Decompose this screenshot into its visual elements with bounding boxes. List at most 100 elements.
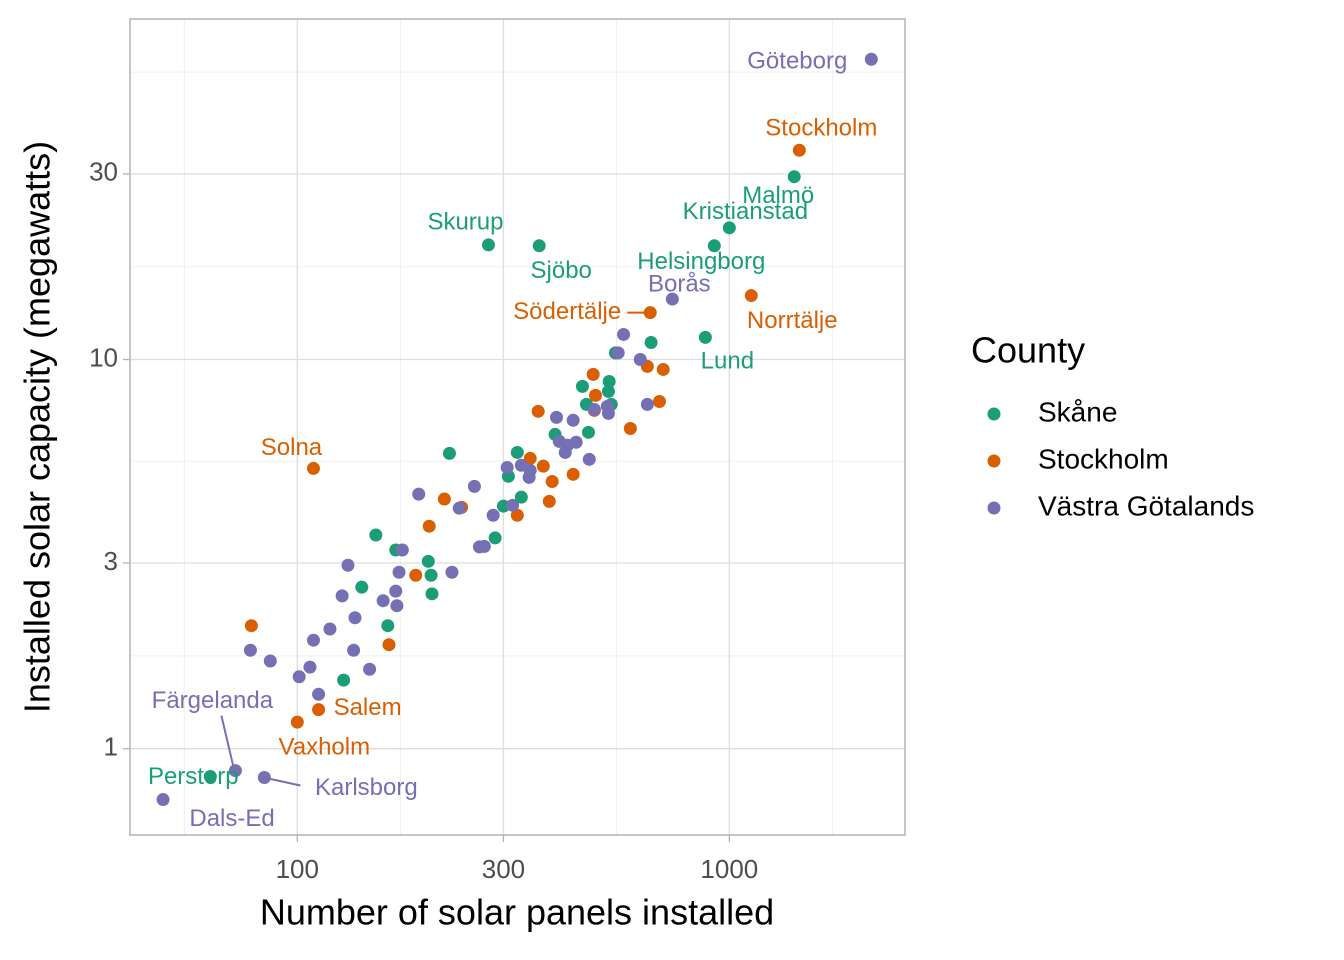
point (581, 425, 595, 439)
point (369, 528, 383, 542)
point (549, 410, 563, 424)
point-label: Göteborg (747, 48, 847, 75)
point-label: Dals-Ed (189, 805, 274, 832)
point (506, 498, 520, 512)
y-tick-label: 1 (104, 732, 118, 762)
point (623, 421, 637, 435)
point-label: Södertälje (513, 298, 621, 325)
point (531, 404, 545, 418)
point (792, 143, 806, 157)
point-label: Skurup (427, 208, 503, 235)
point (290, 715, 304, 729)
point (292, 670, 306, 684)
y-tick-label: 30 (89, 157, 118, 187)
point (312, 687, 326, 701)
point (306, 633, 320, 647)
point (424, 568, 438, 582)
panel-background (130, 19, 905, 835)
point (586, 367, 600, 381)
point (566, 467, 580, 481)
point-label: Malmö (742, 182, 814, 209)
point (864, 52, 878, 66)
point-label: Perstorp (148, 763, 239, 790)
point (452, 501, 466, 515)
y-tick-label: 10 (89, 342, 118, 372)
point (389, 584, 403, 598)
point (532, 239, 546, 253)
point (390, 599, 404, 613)
point (665, 292, 679, 306)
legend-title: County (971, 330, 1085, 371)
point-label: Stockholm (765, 115, 877, 142)
point (421, 554, 435, 568)
point (395, 543, 409, 557)
x-tick-label: 300 (482, 854, 525, 884)
point (303, 660, 317, 674)
x-axis-title: Number of solar panels installed (260, 892, 774, 933)
point (312, 703, 326, 717)
point (542, 494, 556, 508)
legend-label: Västra Götalands (1038, 490, 1254, 521)
point (589, 388, 603, 402)
point (558, 445, 572, 459)
point (341, 558, 355, 572)
point (445, 565, 459, 579)
point-label: Färgelanda (152, 687, 274, 714)
point (486, 508, 500, 522)
point (347, 643, 361, 657)
point (536, 459, 550, 473)
point (335, 589, 349, 603)
y-axis-title: Installed solar capacity (megawatts) (17, 141, 58, 713)
point (569, 435, 583, 449)
point (425, 587, 439, 601)
point (500, 460, 514, 474)
legend-label: Skåne (1038, 396, 1117, 427)
point-label: Kristianstad (683, 198, 808, 225)
point (617, 327, 631, 341)
label-leader (220, 715, 235, 767)
point (582, 452, 596, 466)
legend-label: Stockholm (1038, 443, 1169, 474)
point (437, 492, 451, 506)
point (392, 565, 406, 579)
point (644, 335, 658, 349)
legend-marker (987, 501, 1001, 515)
point (656, 362, 670, 376)
x-tick-label: 1000 (700, 854, 758, 884)
point (523, 451, 537, 465)
point (652, 395, 666, 409)
point-label: Helsingborg (637, 248, 765, 275)
point (467, 479, 481, 493)
point (601, 384, 615, 398)
point (545, 474, 559, 488)
point (602, 375, 616, 389)
point (323, 622, 337, 636)
point (243, 643, 257, 657)
legend-marker (987, 454, 1001, 468)
point (787, 170, 801, 184)
point (643, 306, 657, 320)
point (409, 568, 423, 582)
point (566, 413, 580, 427)
point-label: Lund (701, 348, 754, 375)
point (523, 463, 537, 477)
point (472, 540, 486, 554)
point (363, 662, 377, 676)
point (514, 490, 528, 504)
point (376, 594, 390, 608)
point (707, 239, 721, 253)
point (510, 508, 524, 522)
point (257, 771, 271, 785)
point (611, 346, 625, 360)
point (510, 445, 524, 459)
point (355, 580, 369, 594)
point-label: Sjöbo (531, 257, 592, 284)
point (156, 793, 170, 807)
point (203, 770, 217, 784)
point (481, 238, 495, 252)
point (640, 397, 654, 411)
point (337, 673, 351, 687)
point (412, 487, 426, 501)
y-tick-label: 3 (104, 546, 118, 576)
